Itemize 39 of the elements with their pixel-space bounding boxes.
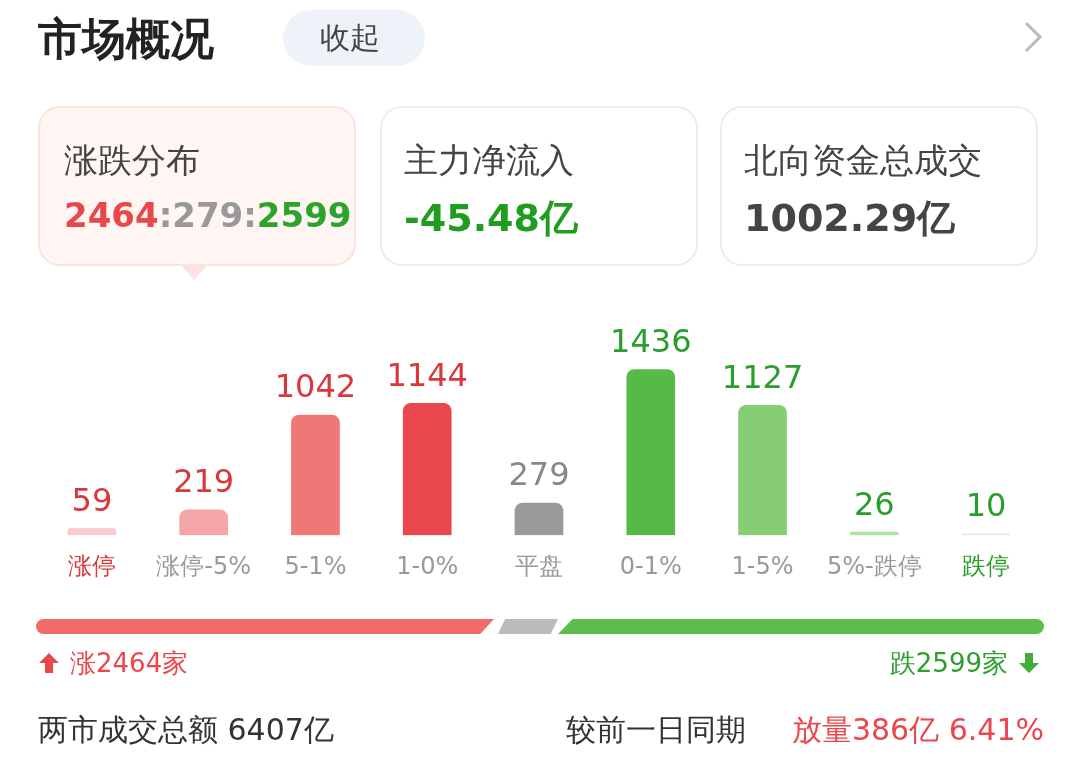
x-tick-label: 1-5% — [731, 551, 794, 580]
data-label: 219 — [173, 462, 235, 501]
data-label: 1144 — [386, 355, 468, 394]
text: 跌2599家 — [889, 647, 1008, 680]
chart-title: 市场概况 — [38, 12, 214, 66]
data-label: 10 — [965, 486, 1007, 525]
data-label: 1042 — [274, 367, 357, 406]
bar — [738, 404, 787, 536]
data-label: 279 — [508, 455, 570, 494]
text: 涨跌分布 — [64, 139, 200, 182]
text: 较前一日同期 — [566, 711, 746, 749]
text: 两市成交总额 6407亿 — [38, 711, 334, 749]
text: -45.48亿 — [404, 195, 578, 242]
bar — [514, 502, 564, 536]
text: 涨2464家 — [70, 647, 189, 680]
x-tick-label: 跌停 — [962, 551, 1011, 580]
text: 1002.29亿 — [744, 195, 956, 242]
bar — [626, 369, 676, 536]
text: 2464:279:2599 — [64, 195, 352, 235]
data-label: 1436 — [610, 321, 692, 360]
bar — [179, 509, 228, 536]
x-tick-label: 平盘 — [515, 551, 563, 580]
bar — [402, 402, 452, 536]
x-tick-label: 0-1% — [619, 551, 682, 580]
data-label: 59 — [71, 480, 113, 519]
text: 放量386亿 6.41% — [791, 711, 1044, 749]
bar — [850, 531, 899, 536]
data-label: 1127 — [721, 357, 804, 396]
data-label: 26 — [853, 484, 895, 523]
x-tick-label: 涨停 — [67, 551, 116, 580]
text: 北向资金总成交 — [744, 139, 982, 182]
bar — [67, 528, 117, 536]
bar — [291, 414, 340, 536]
x-tick-label: 1-0% — [396, 551, 459, 580]
text: 收起 — [320, 19, 380, 57]
text: 主力净流入 — [404, 139, 574, 182]
x-tick-label: 涨停-5% — [156, 551, 252, 580]
x-tick-label: 5-1% — [284, 551, 347, 580]
x-tick-label: 5%-跌停 — [826, 551, 922, 580]
